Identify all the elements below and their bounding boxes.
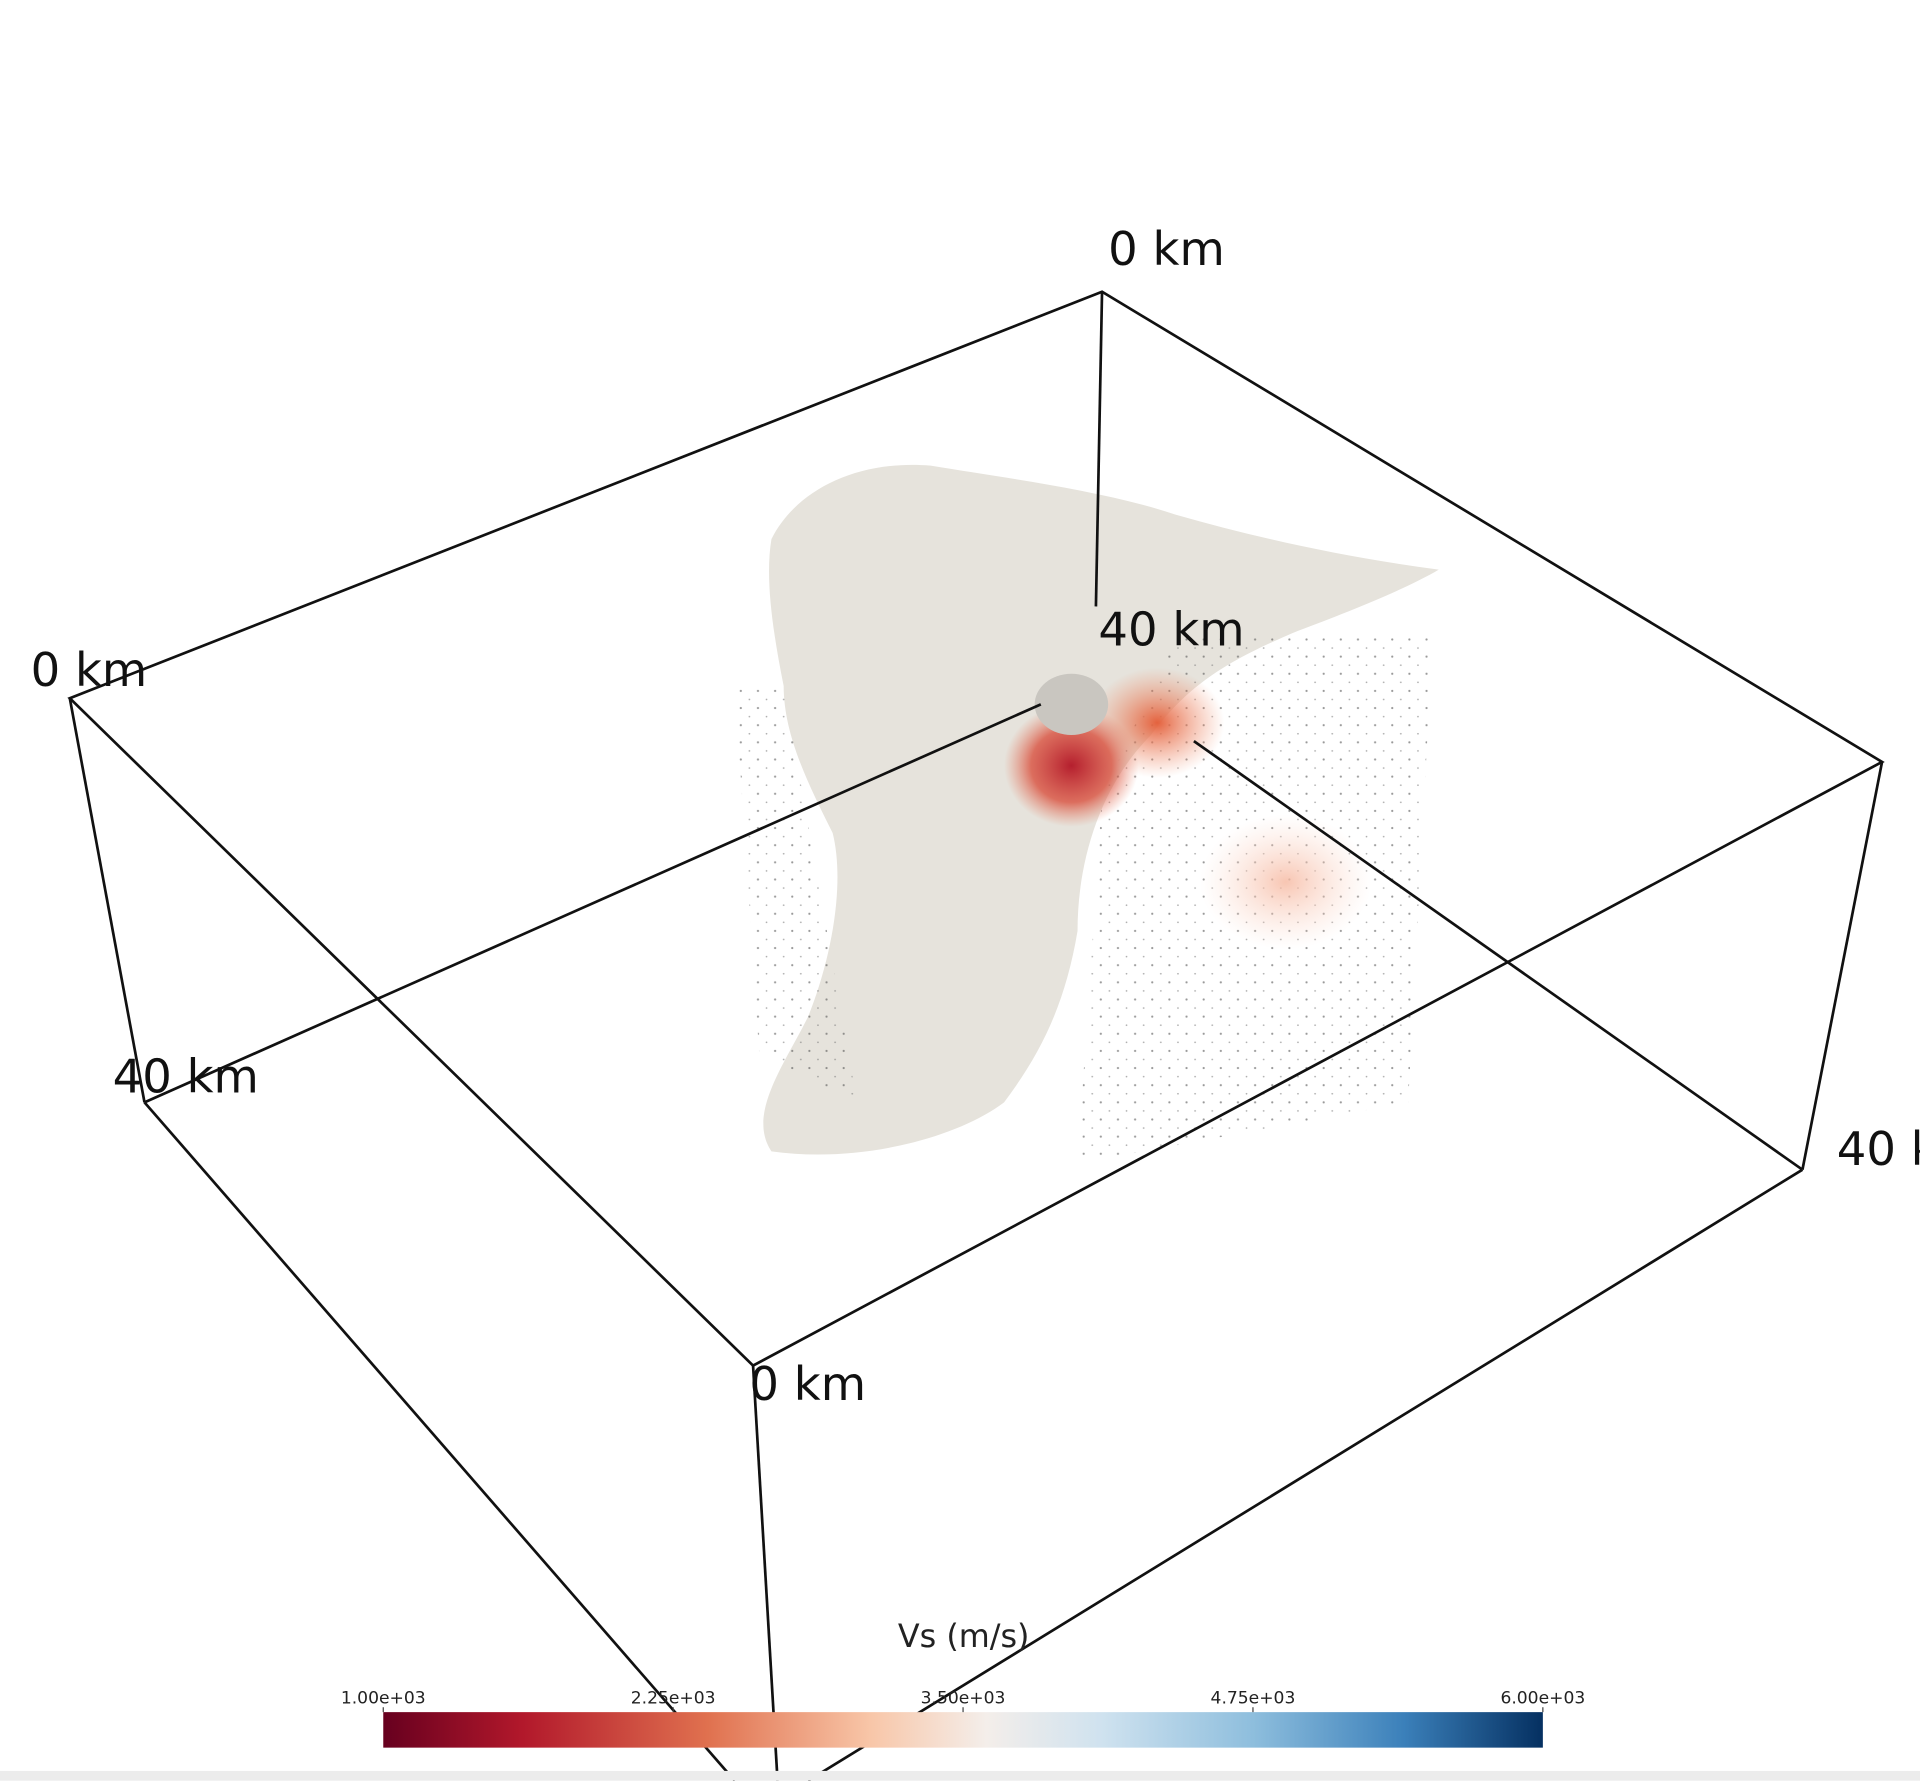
box-edge: [68, 698, 146, 1103]
box-edge: [1801, 761, 1884, 1170]
anomaly: [1034, 673, 1109, 735]
box-edge: [143, 703, 1042, 1104]
colorbar-tick-label: 4.75e+03: [1211, 1689, 1296, 1709]
anomaly: [1200, 814, 1372, 950]
box-edge: [751, 1365, 779, 1781]
axis-label: 0 km: [31, 643, 148, 697]
axis-label: 0 km: [749, 1357, 866, 1411]
axis-label: 0 km: [1108, 222, 1225, 276]
axis-label: 40 km: [1837, 1122, 1920, 1176]
anomaly: [1004, 704, 1139, 827]
colorbar-gradient: [383, 1712, 1543, 1748]
point-cloud: [734, 464, 1439, 1164]
axis-label: 40 km: [1098, 603, 1244, 657]
colorbar-tick-label: 1.00e+03: [341, 1689, 426, 1709]
axis-labels: 0 km 0 km 40 km 40 km 40 km 0 km: [31, 222, 1920, 1411]
box-edge: [807, 1168, 1804, 1781]
box-edge: [143, 1101, 736, 1781]
colorbar: Vs (m/s) 1.00e+03 2.25e+03 3.50e+03 4.75e+0…: [341, 1617, 1585, 1748]
box-edge: [1094, 291, 1104, 607]
colorbar-title: Vs (m/s): [898, 1617, 1030, 1655]
box-edge: [1193, 740, 1804, 1171]
colorbar-tick-label: 6.00e+03: [1500, 1689, 1585, 1709]
scatter-points: [734, 637, 1433, 1164]
axis-label: 40 km: [113, 1050, 259, 1104]
status-strip: [0, 1770, 1920, 1781]
bounding-box: [67, 290, 1885, 1781]
colorbar-tick-label: 3.50e+03: [921, 1689, 1006, 1709]
colorbar-tick-label: 2.25e+03: [631, 1689, 716, 1709]
